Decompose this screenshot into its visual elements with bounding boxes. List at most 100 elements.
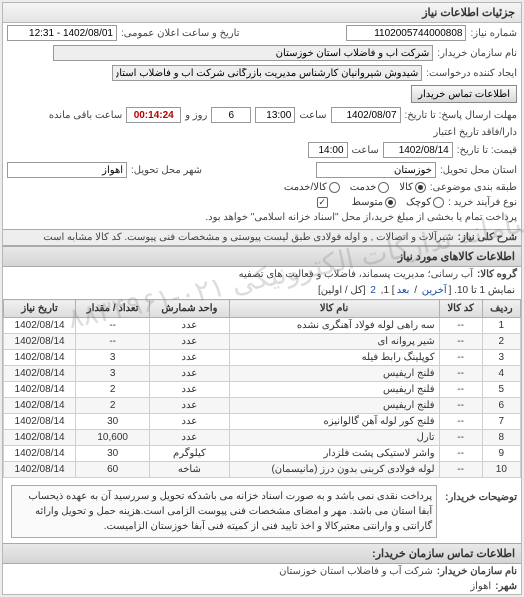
table-cell: عدد (150, 318, 229, 334)
table-cell: 1402/08/14 (4, 382, 76, 398)
footer-org-value: شرکت آب و فاضلاب استان خوزستان (279, 566, 433, 577)
table-cell: 1402/08/14 (4, 366, 76, 382)
buyer-label: نام سازمان خریدار: (437, 48, 517, 59)
table-row[interactable]: 8--تارلعدد10,6001402/08/14 (4, 430, 521, 446)
credit-label: دارا/فاقد تاریخ اعتبار (427, 127, 517, 138)
footer-header: اطلاعات تماس سازمان خریدار: (3, 543, 521, 564)
process-opt-1[interactable]: متوسط (352, 197, 396, 208)
table-cell: 2 (482, 334, 520, 350)
table-cell: 8 (482, 430, 520, 446)
table-cell: 1402/08/14 (4, 430, 76, 446)
table-cell: عدد (150, 334, 229, 350)
goods-header: اطلاعات کالاهای مورد نیاز (3, 246, 521, 267)
price-label: قیمت: تا تاریخ: (457, 145, 517, 156)
table-cell: واشر لاستیکی پشت فلزدار (229, 446, 439, 462)
remain-days (211, 107, 251, 123)
col-header: ردیف (482, 300, 520, 318)
table-row[interactable]: 1--سه راهی لوله فولاد آهنگری نشدهعدد--14… (4, 318, 521, 334)
pager-last[interactable]: آخرین (422, 285, 447, 296)
radio-icon (329, 182, 340, 193)
table-cell: 1 (482, 318, 520, 334)
requester-label: ایجاد کننده درخواست: (426, 68, 517, 79)
table-cell: شاخه (150, 462, 229, 478)
group-value: آب رسانی؛ مدیریت پسماند، فاضلاب و فعالیت… (239, 269, 473, 280)
need-no-label: شماره نیاز: (470, 28, 517, 39)
table-cell: 6 (482, 398, 520, 414)
table-cell: سه راهی لوله فولاد آهنگری نشده (229, 318, 439, 334)
table-row[interactable]: 10--لوله فولادی کربنی بدون درز (مانیسمان… (4, 462, 521, 478)
col-header: نام کالا (229, 300, 439, 318)
footer-city-value: اهواز (470, 581, 491, 592)
need-no-input[interactable] (346, 25, 466, 41)
pager-next[interactable]: بعد (397, 285, 410, 296)
price-time[interactable] (308, 142, 348, 158)
table-cell: 60 (76, 462, 150, 478)
table-cell: 1402/08/14 (4, 334, 76, 350)
desc-label: شرح کلی نیاز: (458, 232, 517, 243)
col-header: تعداد / مقدار (76, 300, 150, 318)
table-cell: شیر پروانه ای (229, 334, 439, 350)
table-row[interactable]: 9--واشر لاستیکی پشت فلزدارکیلوگرم301402/… (4, 446, 521, 462)
deliver-city[interactable] (7, 162, 127, 178)
table-cell: 1402/08/14 (4, 318, 76, 334)
deadline-time[interactable] (255, 107, 295, 123)
pkg-opt-0[interactable]: کالا (399, 182, 426, 193)
table-cell: -- (439, 414, 482, 430)
announce-input[interactable] (7, 25, 117, 41)
table-cell: 3 (482, 350, 520, 366)
table-row[interactable]: 7--فلنج کور لوله آهن گالوانیزهعدد301402/… (4, 414, 521, 430)
desc-value: شیرآلات و اتصالات , و اوله فولادی طبق لی… (43, 232, 453, 243)
pager: نمایش 1 تا 10. [آخرین / بعد] 1, 2 [کل / … (3, 282, 521, 299)
deliver-state-label: استان محل تحویل: (440, 165, 517, 176)
treasury-note: پرداخت تمام یا بخشی از مبلغ خرید،از محل … (205, 212, 517, 223)
contact-buyer-button[interactable]: اطلاعات تماس خریدار (411, 85, 517, 103)
table-cell: 10 (482, 462, 520, 478)
col-header: کد کالا (439, 300, 482, 318)
process-label: نوع فرآیند خرید : (448, 197, 517, 208)
table-row[interactable]: 5--فلنج اریفیسعدد21402/08/14 (4, 382, 521, 398)
table-cell: عدد (150, 382, 229, 398)
table-row[interactable]: 4--فلنج اریفیسعدد31402/08/14 (4, 366, 521, 382)
table-cell: فلنج کور لوله آهن گالوانیزه (229, 414, 439, 430)
details-panel: جزئیات اطلاعات نیاز شماره نیاز: تاریخ و … (2, 2, 522, 595)
table-row[interactable]: 6--فلنج اریفیسعدد21402/08/14 (4, 398, 521, 414)
table-cell: -- (439, 318, 482, 334)
remain-days-label: روز و (185, 110, 207, 121)
table-cell: عدد (150, 414, 229, 430)
col-header: واحد شمارش (150, 300, 229, 318)
table-cell: فلنج اریفیس (229, 366, 439, 382)
announce-label: تاریخ و ساعت اعلان عمومی: (121, 28, 240, 39)
table-cell: -- (439, 350, 482, 366)
price-date[interactable] (383, 142, 453, 158)
table-cell: 5 (482, 382, 520, 398)
table-row[interactable]: 3--کوپلینگ رابط فیلهعدد31402/08/14 (4, 350, 521, 366)
table-cell: لوله فولادی کربنی بدون درز (مانیسمان) (229, 462, 439, 478)
table-cell: فلنج اریفیس (229, 382, 439, 398)
table-cell: 2 (76, 382, 150, 398)
deliver-state[interactable] (316, 162, 436, 178)
table-cell: 3 (76, 350, 150, 366)
table-cell: -- (76, 318, 150, 334)
pager-2[interactable]: 2 (370, 285, 376, 296)
table-cell: -- (439, 334, 482, 350)
footer-city-label: شهر: (495, 581, 517, 592)
group-label: گروه کالا: (477, 269, 517, 280)
table-cell: -- (439, 446, 482, 462)
pkg-opt-1[interactable]: خدمت (350, 182, 390, 193)
radio-icon (385, 197, 396, 208)
table-cell: 10,600 (76, 430, 150, 446)
deadline-date[interactable] (331, 107, 401, 123)
table-cell: 1402/08/14 (4, 398, 76, 414)
table-row[interactable]: 2--شیر پروانه ایعدد--1402/08/14 (4, 334, 521, 350)
table-cell: -- (439, 398, 482, 414)
treasury-check[interactable] (317, 197, 328, 208)
radio-icon (378, 182, 389, 193)
pkg-opt-2[interactable]: کالا/خدمت (284, 182, 340, 193)
process-opt-0[interactable]: کوچک (406, 197, 444, 208)
table-cell: کیلوگرم (150, 446, 229, 462)
table-cell: 7 (482, 414, 520, 430)
buyer-desc-label: توضیحات خریدار: (445, 482, 517, 503)
table-cell: 9 (482, 446, 520, 462)
buyer-desc-text: پرداخت نقدی نمی باشد و به صورت اسناد خزا… (11, 485, 437, 538)
table-cell: 1402/08/14 (4, 414, 76, 430)
